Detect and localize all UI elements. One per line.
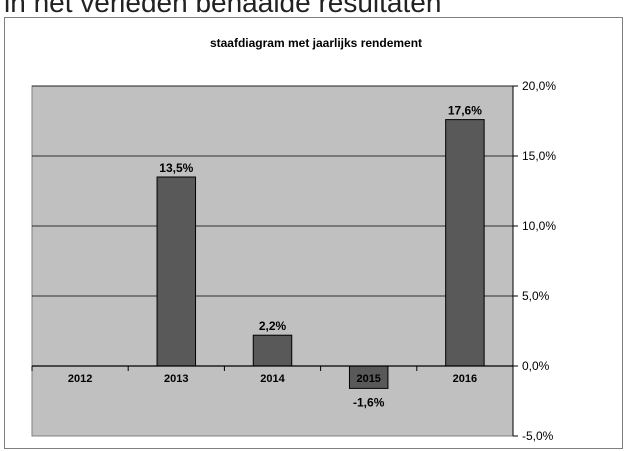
page-header-title: in het verleden behaalde resultaten xyxy=(4,0,442,18)
data-label: 13,5% xyxy=(159,161,193,175)
bar-2016 xyxy=(445,119,485,367)
axes xyxy=(31,85,518,437)
data-label: 17,6% xyxy=(448,104,482,118)
category-label: 2013 xyxy=(164,373,188,385)
y-tick-label: 0,0% xyxy=(522,359,550,373)
y-tick-label: 20,0% xyxy=(522,79,556,93)
category-label: 2012 xyxy=(68,373,92,385)
chart-frame: staafdiagram met jaarlijks rendement 20,… xyxy=(4,17,623,449)
bars xyxy=(156,119,485,389)
data-label: -1,6% xyxy=(353,395,385,409)
y-tick-label: -5,0% xyxy=(522,429,554,443)
y-tick-label: 15,0% xyxy=(522,149,556,163)
category-label: 2014 xyxy=(260,373,285,385)
category-label: 2015 xyxy=(356,373,380,385)
category-label: 2016 xyxy=(453,373,477,385)
bar-chart: staafdiagram met jaarlijks rendement 20,… xyxy=(31,36,556,443)
data-label: 2,2% xyxy=(259,319,287,333)
labels: 20,0% 15,0% 10,0% 5,0% 0,0% -5,0% 2012 2013 2014… xyxy=(68,79,556,443)
chart-title: staafdiagram met jaarlijks rendement xyxy=(210,36,422,50)
y-tick-label: 5,0% xyxy=(522,289,550,303)
y-tick-label: 10,0% xyxy=(522,219,556,233)
bar-2013 xyxy=(156,176,197,367)
bar-2014 xyxy=(252,334,293,367)
